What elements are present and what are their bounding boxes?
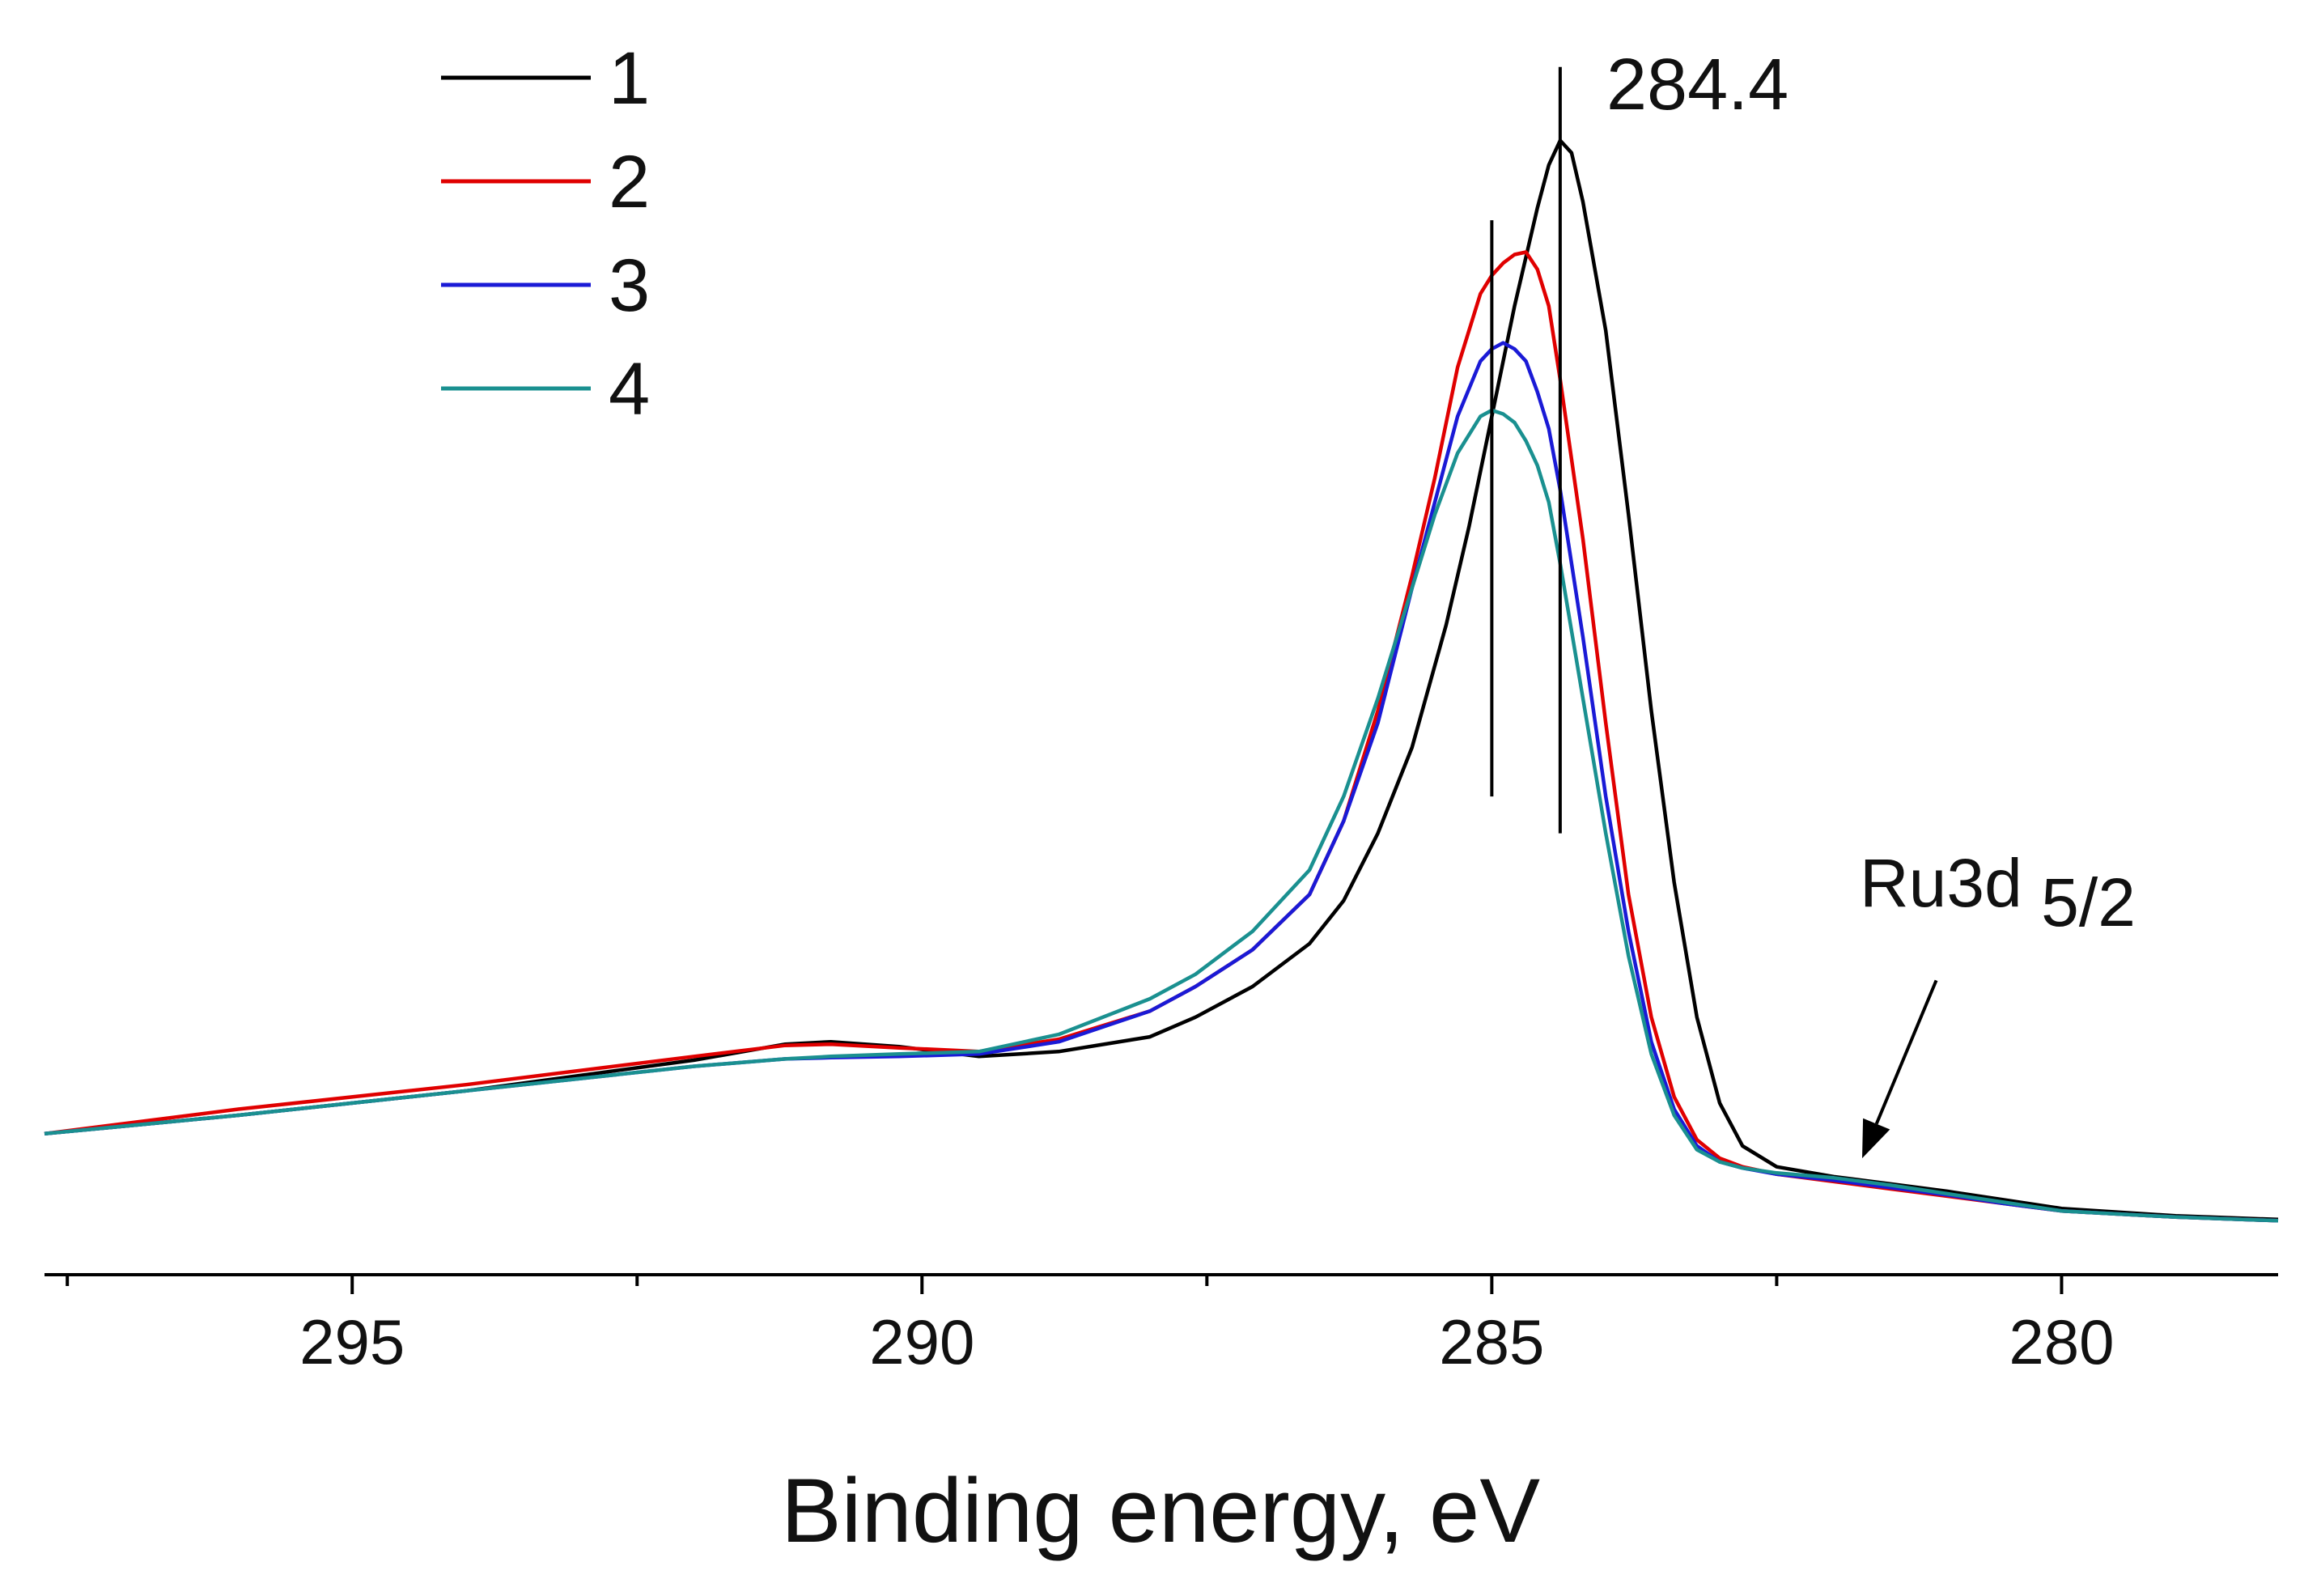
ru-arrow bbox=[1874, 979, 1938, 1125]
legend: 1 2 3 4 bbox=[441, 37, 650, 431]
reference-lines bbox=[1490, 66, 1562, 834]
x-axis-ticks: 295 290 285 280 bbox=[66, 1275, 2115, 1377]
legend-label-3: 3 bbox=[609, 244, 650, 327]
series-line-3 bbox=[44, 341, 2279, 1223]
x-tick-label: 295 bbox=[299, 1306, 405, 1377]
series-line-1 bbox=[44, 138, 2279, 1222]
legend-label-1: 1 bbox=[609, 37, 650, 120]
series-line-4 bbox=[44, 408, 2279, 1223]
ru-arrowhead bbox=[1862, 1118, 1890, 1159]
series-layer bbox=[44, 138, 2279, 1223]
ru-annotation-main: Ru3d bbox=[1860, 845, 2022, 921]
peak-annotation: 284.4 bbox=[1606, 45, 1788, 125]
series-line-2 bbox=[44, 250, 2279, 1223]
x-tick-label: 285 bbox=[1439, 1306, 1544, 1377]
legend-label-4: 4 bbox=[609, 348, 650, 431]
x-tick-label: 280 bbox=[2009, 1306, 2114, 1377]
x-axis-label: Binding energy, eV bbox=[781, 1460, 1540, 1561]
ru-annotation: Ru3d 5/2 bbox=[1860, 845, 2136, 940]
x-tick-label: 290 bbox=[869, 1306, 974, 1377]
legend-label-2: 2 bbox=[609, 141, 650, 223]
ru-annotation-subscript: 5/2 bbox=[2041, 864, 2136, 940]
